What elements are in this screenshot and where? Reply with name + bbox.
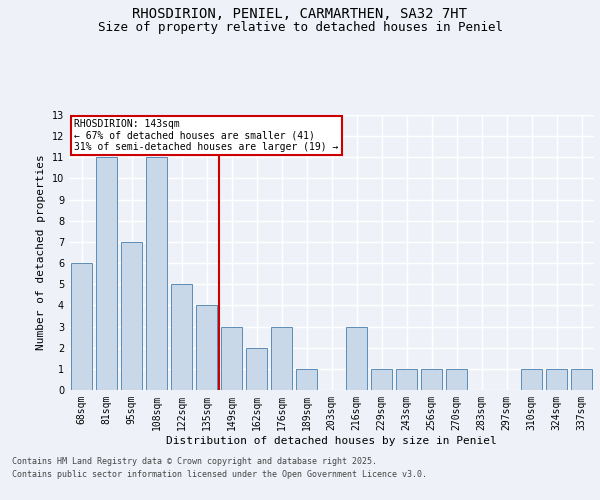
Bar xyxy=(146,158,167,390)
Bar xyxy=(521,369,542,390)
Bar xyxy=(296,369,317,390)
Bar xyxy=(546,369,567,390)
Bar xyxy=(246,348,267,390)
Bar xyxy=(96,158,117,390)
Y-axis label: Number of detached properties: Number of detached properties xyxy=(36,154,46,350)
Bar xyxy=(171,284,192,390)
Bar xyxy=(346,326,367,390)
Bar xyxy=(121,242,142,390)
Bar xyxy=(446,369,467,390)
Text: RHOSDIRION: 143sqm
← 67% of detached houses are smaller (41)
31% of semi-detache: RHOSDIRION: 143sqm ← 67% of detached hou… xyxy=(74,119,338,152)
Bar xyxy=(571,369,592,390)
Text: Size of property relative to detached houses in Peniel: Size of property relative to detached ho… xyxy=(97,21,503,34)
X-axis label: Distribution of detached houses by size in Peniel: Distribution of detached houses by size … xyxy=(166,436,497,446)
Bar xyxy=(271,326,292,390)
Text: RHOSDIRION, PENIEL, CARMARTHEN, SA32 7HT: RHOSDIRION, PENIEL, CARMARTHEN, SA32 7HT xyxy=(133,8,467,22)
Text: Contains public sector information licensed under the Open Government Licence v3: Contains public sector information licen… xyxy=(12,470,427,479)
Text: Contains HM Land Registry data © Crown copyright and database right 2025.: Contains HM Land Registry data © Crown c… xyxy=(12,458,377,466)
Bar xyxy=(371,369,392,390)
Bar xyxy=(421,369,442,390)
Bar xyxy=(71,263,92,390)
Bar xyxy=(221,326,242,390)
Bar xyxy=(396,369,417,390)
Bar xyxy=(196,306,217,390)
